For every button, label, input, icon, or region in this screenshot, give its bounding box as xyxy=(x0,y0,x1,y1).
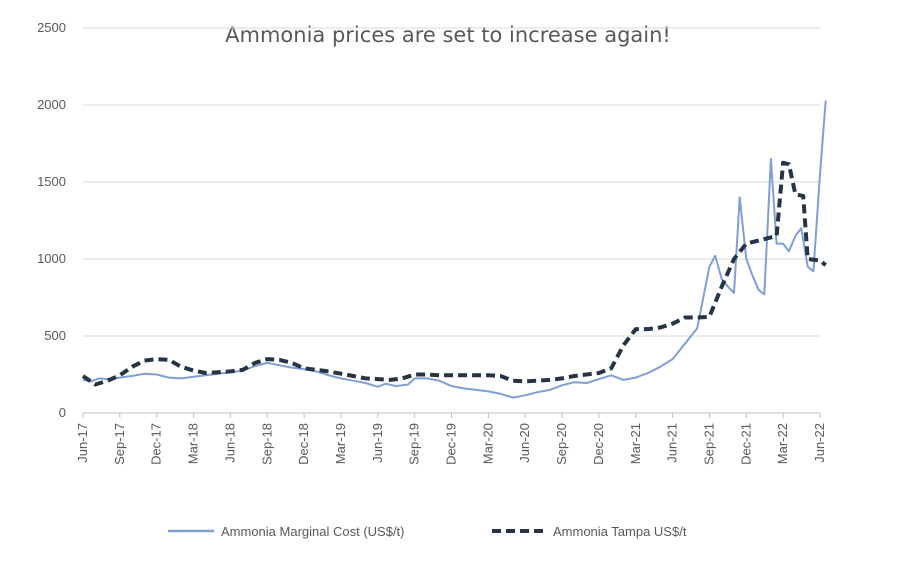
x-tick-label: Sep-20 xyxy=(554,423,569,465)
x-tick-label: Mar-21 xyxy=(628,423,643,464)
x-tick-label: Sep-18 xyxy=(259,423,274,465)
series-line-tampa xyxy=(81,160,827,387)
x-tick-label: Mar-20 xyxy=(480,423,495,464)
x-tick-label: Dec-20 xyxy=(591,423,606,465)
chart-title: Ammonia prices are set to increase again… xyxy=(225,23,671,47)
y-tick-label: 1000 xyxy=(37,251,66,266)
x-tick-label: Mar-18 xyxy=(186,423,201,464)
x-tick-label: Jun-19 xyxy=(370,423,385,463)
gridlines xyxy=(83,27,820,414)
x-tick-label: Jun-18 xyxy=(222,423,237,463)
legend: Ammonia Marginal Cost (US$/t) Ammonia Ta… xyxy=(168,524,687,539)
y-tick-label: 2500 xyxy=(37,20,66,35)
x-tick-label: Sep-19 xyxy=(407,423,422,465)
x-axis-ticks: Jun-17 Sep-17 Dec-17 Mar-18 Jun-18 Sep-18 Dec-… xyxy=(75,413,827,465)
legend-label-marginal: Ammonia Marginal Cost (US$/t) xyxy=(221,524,405,539)
y-axis-ticks: 0 500 1000 1500 2000 2500 xyxy=(37,20,66,420)
x-tick-label: Jun-20 xyxy=(517,423,532,463)
y-tick-label: 0 xyxy=(59,405,66,420)
x-tick-label: Jun-21 xyxy=(665,423,680,463)
x-tick-label: Dec-21 xyxy=(738,423,753,465)
x-tick-label: Dec-19 xyxy=(444,423,459,465)
x-tick-label: Dec-18 xyxy=(296,423,311,465)
x-tick-label: Dec-17 xyxy=(149,423,164,465)
x-tick-label: Jun-17 xyxy=(75,423,90,463)
legend-label-tampa: Ammonia Tampa US$/t xyxy=(553,524,687,539)
y-tick-label: 1500 xyxy=(37,174,66,189)
x-tick-label: Sep-17 xyxy=(112,423,127,465)
y-tick-label: 500 xyxy=(44,328,66,343)
x-tick-label: Mar-22 xyxy=(775,423,790,464)
y-tick-label: 2000 xyxy=(37,97,66,112)
x-tick-label: Mar-19 xyxy=(333,423,348,464)
x-tick-label: Jun-22 xyxy=(812,423,827,463)
x-tick-label: Sep-21 xyxy=(701,423,716,465)
series-line-marginal-cost xyxy=(82,100,827,399)
series-lines xyxy=(81,100,827,399)
